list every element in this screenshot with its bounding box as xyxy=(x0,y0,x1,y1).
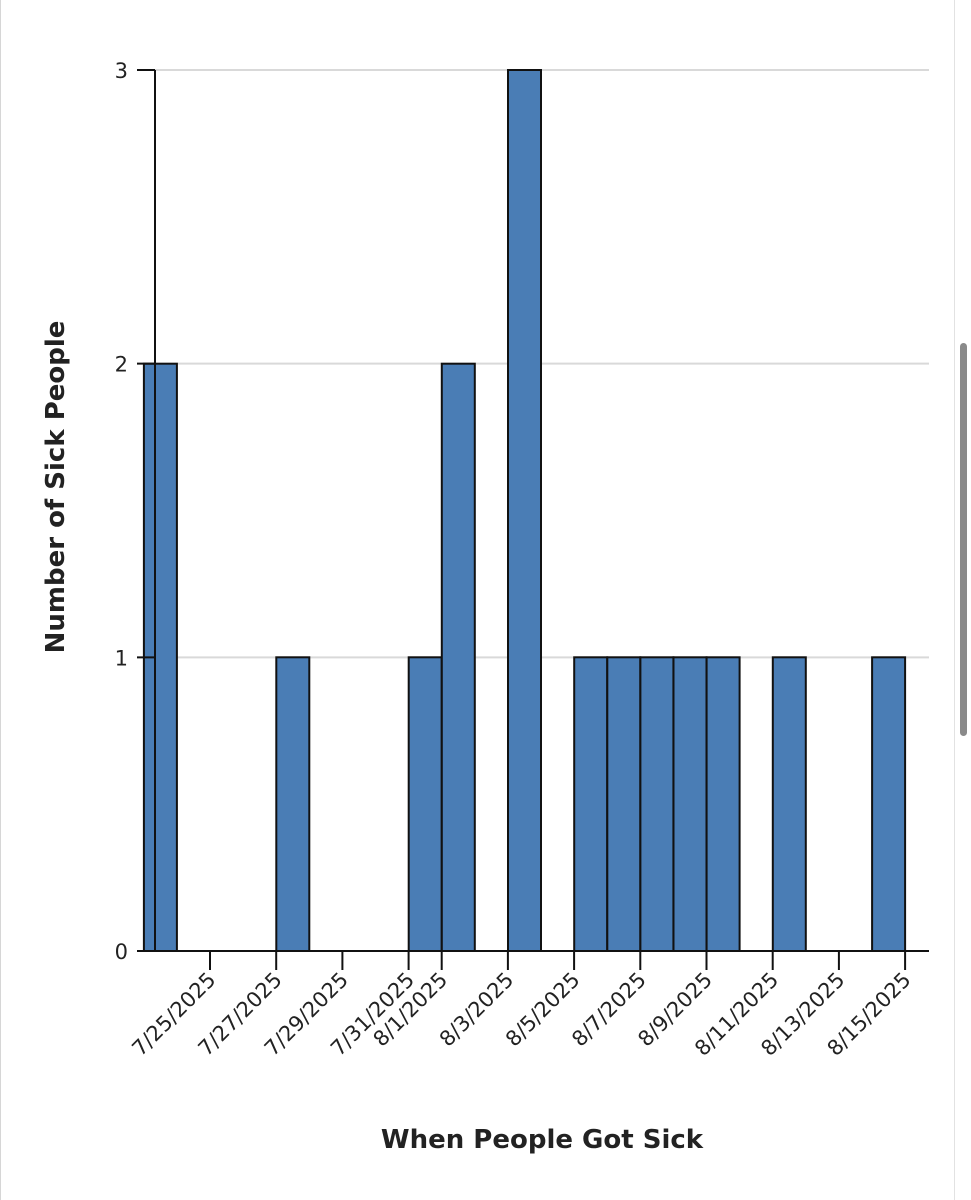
bar xyxy=(440,362,476,952)
y-tick-label: 2 xyxy=(115,353,128,377)
y-tick-label: 0 xyxy=(115,940,128,964)
y-axis-title: Number of Sick People xyxy=(41,321,71,654)
x-axis-title: When People Got Sick xyxy=(381,1125,704,1155)
y-tick-label: 1 xyxy=(115,646,128,670)
bar xyxy=(407,656,443,952)
bars xyxy=(142,69,907,952)
bar xyxy=(275,656,311,952)
bar xyxy=(871,656,907,952)
bar xyxy=(639,656,675,952)
bar xyxy=(606,656,642,952)
y-tick-label: 3 xyxy=(115,59,128,83)
y-ticks: 0 1 2 3 xyxy=(115,59,155,964)
bar xyxy=(507,69,542,952)
bar xyxy=(672,656,708,952)
bar xyxy=(573,656,609,952)
bar xyxy=(771,656,807,952)
x-ticks: 7/25/20257/27/20257/29/20257/31/20258/1/… xyxy=(127,951,916,1061)
scrollbar-thumb[interactable] xyxy=(960,343,967,736)
bar xyxy=(705,656,741,952)
axes xyxy=(154,70,929,952)
scrollbar-track[interactable] xyxy=(954,0,971,1200)
